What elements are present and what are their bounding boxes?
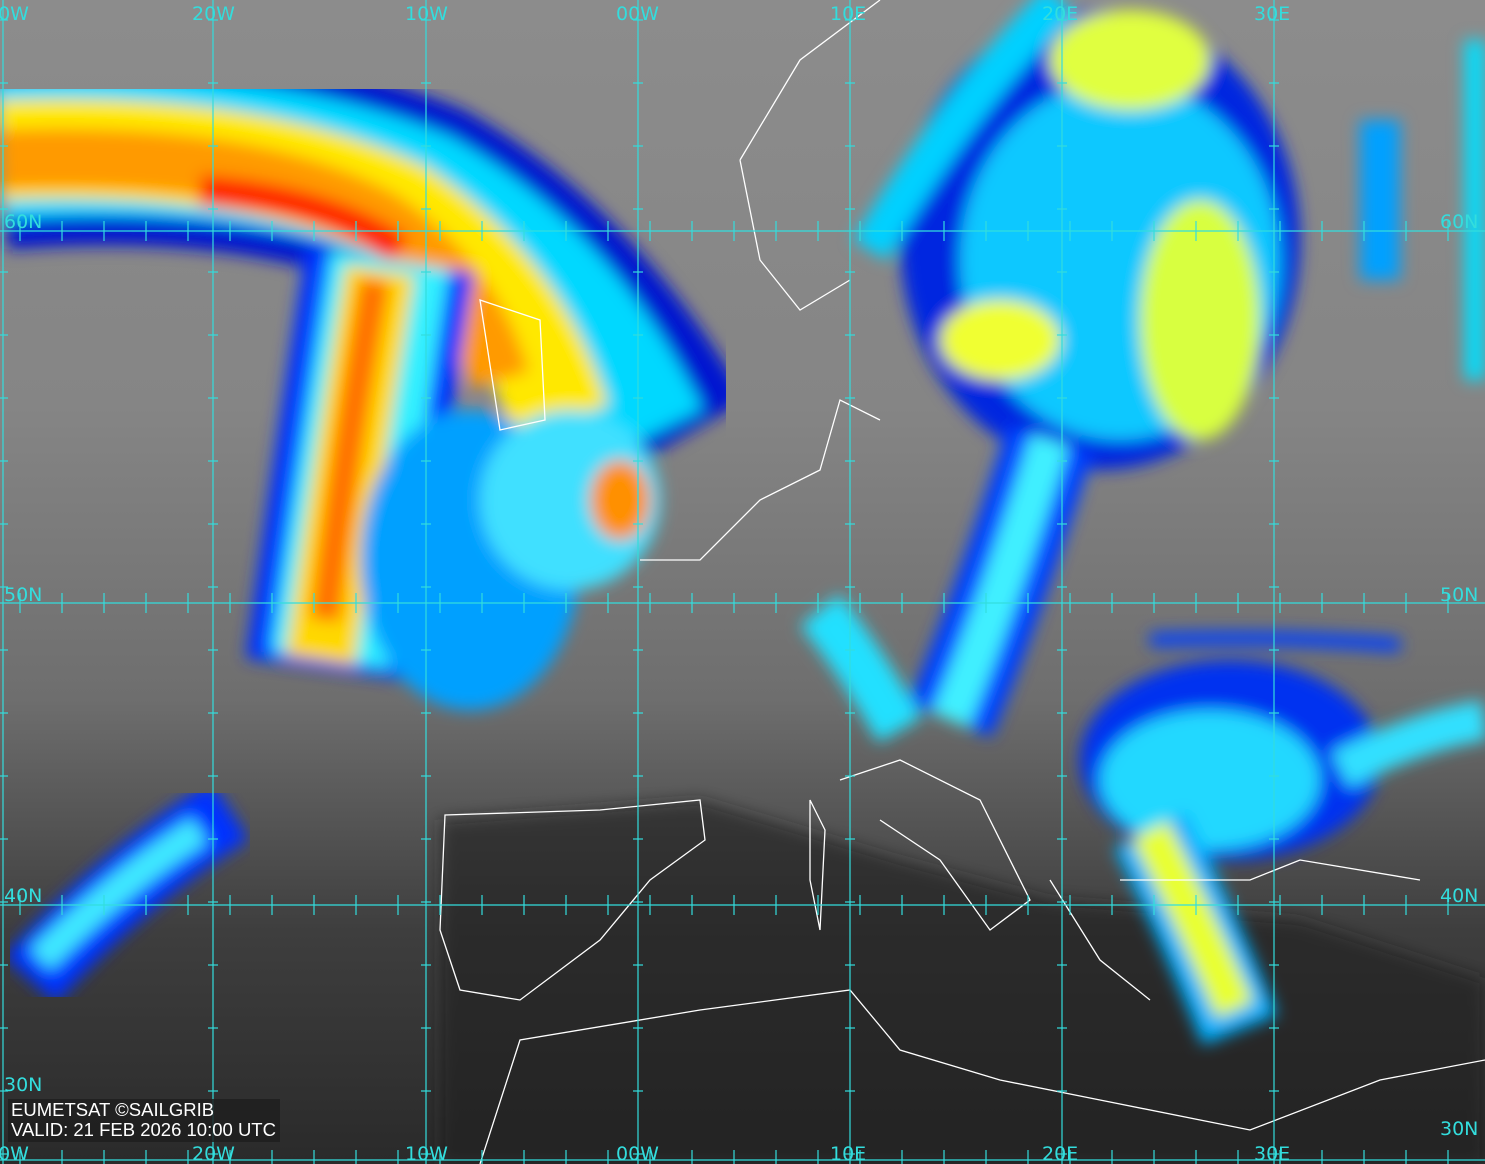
lat-label-right: 50N [1440, 584, 1479, 606]
cloud-band-northwest [0, 45, 747, 710]
lon-label-top: 20W [192, 3, 235, 25]
lon-label-bottom: 00W [616, 1143, 659, 1164]
cloud-region-northeast [800, 0, 1485, 743]
source-attribution: EUMETSAT ©SAILGRIB [11, 1099, 215, 1120]
lat-label-right: 60N [1440, 211, 1479, 233]
lat-label-right: 30N [1440, 1118, 1479, 1140]
lat-label-left: 50N [4, 584, 43, 606]
coastlines [439, 0, 1485, 1164]
cloud-region-southwest [3, 780, 249, 1004]
mediterranean-sea [440, 800, 1485, 1164]
valid-time: VALID: 21 FEB 2026 10:00 UTC [11, 1119, 276, 1140]
lon-label-bottom: 20W [192, 1143, 235, 1164]
lon-label-bottom: 10E [830, 1143, 867, 1164]
lon-label-top: 10W [405, 3, 448, 25]
lat-label-left: 60N [4, 211, 43, 233]
lon-label-top: 20E [1042, 3, 1079, 25]
lon-label-bottom: 20E [1042, 1143, 1079, 1164]
lon-label-top: 30W [0, 3, 29, 25]
lon-label-bottom: 30E [1254, 1143, 1291, 1164]
cloud-region-southeast [1080, 631, 1485, 1045]
lon-label-bottom: 30W [0, 1143, 29, 1164]
lon-label-bottom: 10W [405, 1143, 448, 1164]
lat-label-left: 40N [4, 885, 43, 907]
lon-label-top: 30E [1254, 3, 1291, 25]
lat-label-right: 40N [1440, 885, 1479, 907]
lon-label-top: 00W [616, 3, 659, 25]
credit-box: EUMETSAT ©SAILGRIB VALID: 21 FEB 2026 10… [8, 1099, 280, 1142]
lon-label-top: 10E [830, 3, 867, 25]
lat-label-left: 30N [4, 1074, 43, 1096]
